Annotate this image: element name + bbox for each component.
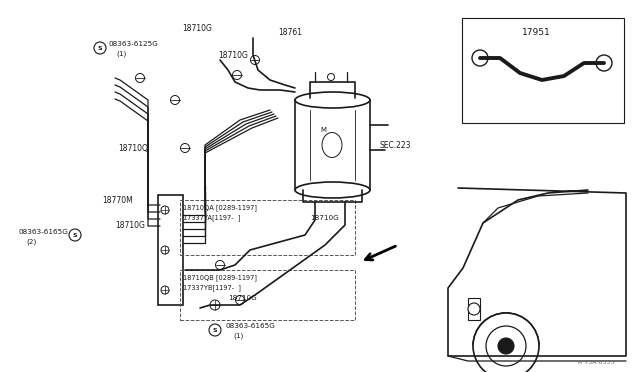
Bar: [295, 100, 370, 190]
Bar: [8, 10, 428, 360]
Circle shape: [328, 74, 335, 80]
Text: SEC.223: SEC.223: [380, 141, 412, 150]
Circle shape: [468, 303, 480, 315]
Text: 17337YB[1197-  ]: 17337YB[1197- ]: [183, 285, 241, 291]
Circle shape: [216, 260, 225, 269]
Text: 08363-6165G: 08363-6165G: [18, 229, 68, 235]
Text: 17337YA[1197-  ]: 17337YA[1197- ]: [183, 215, 241, 221]
Text: 18710G: 18710G: [182, 23, 212, 32]
Bar: [180, 200, 355, 255]
Circle shape: [180, 144, 189, 153]
Circle shape: [473, 313, 539, 372]
Bar: [462, 18, 624, 123]
Circle shape: [236, 295, 244, 305]
Text: 17951: 17951: [522, 28, 551, 36]
Text: 18710Q: 18710Q: [118, 144, 148, 153]
Text: 18770M: 18770M: [102, 196, 132, 205]
Text: S: S: [73, 232, 77, 237]
Text: (2): (2): [26, 239, 36, 245]
Circle shape: [472, 50, 488, 66]
Bar: [468, 298, 480, 320]
Text: 18710G: 18710G: [218, 51, 248, 60]
Ellipse shape: [322, 132, 342, 157]
Text: 08363-6125G: 08363-6125G: [108, 41, 158, 47]
Circle shape: [161, 206, 169, 214]
Text: 18761: 18761: [278, 28, 302, 36]
Text: 18710G: 18710G: [228, 295, 257, 301]
Ellipse shape: [295, 92, 370, 108]
Text: (1): (1): [116, 51, 126, 57]
Text: S: S: [98, 45, 102, 51]
Circle shape: [94, 42, 106, 54]
Text: 08363-6165G: 08363-6165G: [225, 323, 275, 329]
Circle shape: [596, 55, 612, 71]
Circle shape: [210, 300, 220, 310]
Circle shape: [498, 338, 514, 354]
Circle shape: [161, 286, 169, 294]
Text: M: M: [320, 127, 326, 133]
Circle shape: [232, 71, 241, 80]
Circle shape: [250, 55, 259, 64]
Circle shape: [136, 74, 145, 83]
Ellipse shape: [295, 182, 370, 198]
Text: 18710QA [0289-1197]: 18710QA [0289-1197]: [183, 205, 257, 211]
Bar: [158, 195, 183, 305]
Text: 18710G: 18710G: [310, 215, 339, 221]
Circle shape: [170, 96, 179, 105]
Circle shape: [486, 326, 526, 366]
Circle shape: [69, 229, 81, 241]
Text: S: S: [212, 327, 218, 333]
Bar: [180, 270, 355, 320]
Circle shape: [209, 324, 221, 336]
Text: A 73A 0333: A 73A 0333: [578, 359, 614, 365]
Text: 18710G: 18710G: [115, 221, 145, 230]
Text: (1): (1): [233, 333, 243, 339]
Text: 18710QB [0289-1197]: 18710QB [0289-1197]: [183, 275, 257, 281]
Circle shape: [161, 246, 169, 254]
